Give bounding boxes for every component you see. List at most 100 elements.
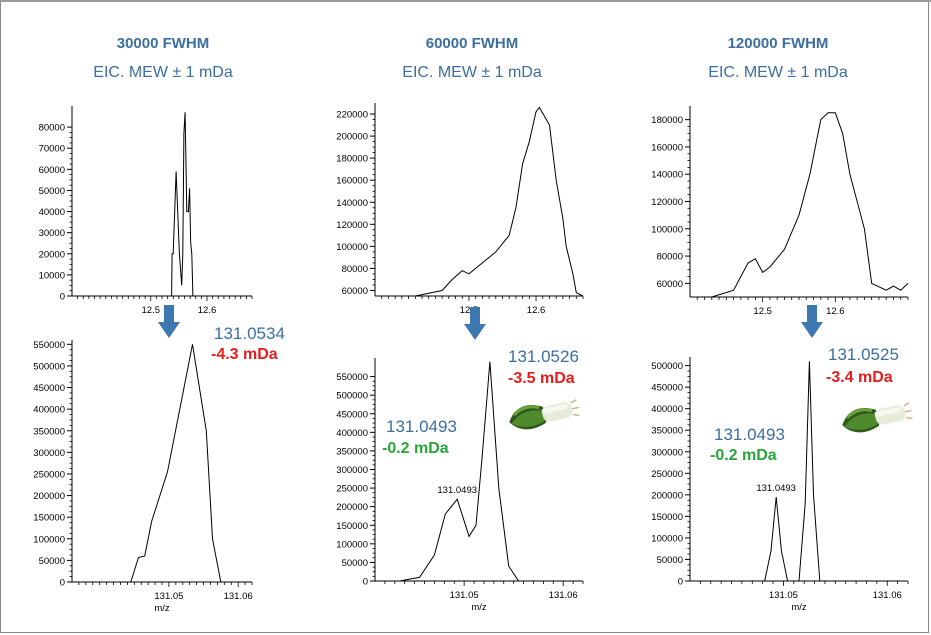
y-tick-label: 60000 [342, 286, 368, 297]
y-tick-label: 180000 [651, 115, 683, 126]
top-border [0, 0, 931, 2]
y-tick-label: 10000 [39, 270, 65, 281]
y-tick-label: 250000 [651, 469, 683, 480]
y-tick-label: 20000 [39, 249, 65, 260]
x-tick-label: 131.06 [549, 590, 578, 601]
y-tick-label: 100000 [33, 534, 65, 545]
mass-label-main-3: 131.0525 [828, 345, 899, 364]
series-line [72, 112, 252, 297]
y-tick-label: 0 [60, 578, 65, 589]
y-tick-label: 50000 [342, 558, 368, 569]
y-tick-label: 300000 [33, 448, 65, 459]
y-tick-label: 500000 [33, 361, 65, 372]
y-tick-label: 70000 [39, 144, 65, 155]
y-tick-label: 450000 [33, 383, 65, 394]
x-tick-label: 12.6 [527, 305, 546, 316]
leek-icon [842, 402, 913, 433]
y-tick-label: 160000 [336, 176, 368, 187]
y-tick-label: 150000 [651, 512, 683, 523]
y-tick-label: 250000 [336, 484, 368, 495]
x-tick-label: 12.5 [753, 306, 772, 317]
mass-error-second-2: -0.2 mDa [382, 440, 449, 457]
y-tick-label: 180000 [336, 154, 368, 165]
y-tick-label: 0 [363, 577, 368, 588]
y-tick-label: 80000 [39, 123, 65, 134]
y-tick-label: 220000 [336, 110, 368, 121]
y-tick-label: 200000 [336, 502, 368, 513]
x-tick-label: 12.5 [142, 305, 161, 316]
y-tick-label: 500000 [651, 361, 683, 372]
mass-label-second-2: 131.0493 [386, 417, 457, 436]
x-tick-label: 131.06 [224, 591, 253, 602]
y-tick-label: 150000 [336, 521, 368, 532]
y-tick-label: 120000 [651, 197, 683, 208]
mass-label-main-1: 131.0534 [214, 324, 285, 343]
y-tick-label: 140000 [651, 170, 683, 181]
y-tick-label: 160000 [651, 142, 683, 153]
y-tick-label: 120000 [336, 220, 368, 231]
y-tick-label: 200000 [33, 491, 65, 502]
y-tick-label: 60000 [657, 279, 683, 290]
y-tick-label: 50000 [657, 555, 683, 566]
down-arrow-icon [158, 305, 180, 338]
x-axis-label: m/z [154, 603, 170, 614]
series-line [690, 112, 909, 298]
x-axis-label: m/z [791, 602, 807, 613]
down-arrow-icon [801, 305, 823, 338]
y-tick-label: 80000 [342, 264, 368, 275]
y-tick-label: 200000 [651, 490, 683, 501]
y-tick-label: 150000 [33, 513, 65, 524]
x-tick-label: 131.05 [769, 590, 798, 601]
series-line [375, 106, 584, 297]
x-axis-label: m/z [471, 602, 487, 613]
y-tick-label: 550000 [336, 372, 368, 383]
y-tick-label: 100000 [651, 533, 683, 544]
peak-label: 131.0493 [437, 485, 477, 496]
x-tick-label: 12.6 [826, 306, 845, 317]
panel-title-2: 60000 FWHM [425, 35, 519, 52]
panel-subtitle-1: EIC. MEW ± 1 mDa [93, 64, 233, 81]
x-tick-label: 12.6 [198, 305, 217, 316]
y-tick-label: 0 [60, 292, 65, 303]
y-tick-label: 350000 [336, 446, 368, 457]
y-tick-label: 100000 [336, 242, 368, 253]
x-tick-label: 131.05 [154, 591, 183, 602]
y-tick-label: 60000 [39, 165, 65, 176]
down-arrow-icon [464, 307, 486, 340]
panel-title-3: 120000 FWHM [727, 35, 829, 52]
x-tick-label: 12.5 [460, 305, 479, 316]
series-line [690, 361, 908, 582]
y-tick-label: 300000 [336, 465, 368, 476]
y-tick-label: 0 [678, 577, 683, 588]
mass-label-main-2: 131.0526 [508, 347, 579, 366]
y-tick-label: 400000 [33, 405, 65, 416]
y-tick-label: 50000 [39, 556, 65, 567]
series-line [375, 361, 583, 582]
mass-error-main-2: -3.5 mDa [508, 370, 575, 387]
y-tick-label: 250000 [33, 469, 65, 480]
x-tick-label: 131.06 [873, 590, 902, 601]
y-tick-label: 30000 [39, 228, 65, 239]
y-tick-label: 450000 [336, 409, 368, 420]
y-tick-label: 100000 [336, 539, 368, 550]
mass-label-second-3: 131.0493 [714, 425, 785, 444]
y-tick-label: 500000 [336, 391, 368, 402]
y-tick-label: 350000 [33, 426, 65, 437]
series-line [72, 344, 252, 583]
mass-error-main-1: -4.3 mDa [211, 346, 278, 363]
y-tick-label: 400000 [651, 404, 683, 415]
mass-error-main-3: -3.4 mDa [826, 369, 893, 386]
y-tick-label: 100000 [651, 224, 683, 235]
mass-error-second-3: -0.2 mDa [710, 447, 777, 464]
y-tick-label: 50000 [39, 186, 65, 197]
panel-subtitle-3: EIC. MEW ± 1 mDa [708, 64, 848, 81]
y-tick-label: 350000 [651, 426, 683, 437]
y-tick-label: 400000 [336, 428, 368, 439]
panel-subtitle-2: EIC. MEW ± 1 mDa [402, 64, 542, 81]
y-tick-label: 200000 [336, 132, 368, 143]
y-tick-label: 140000 [336, 198, 368, 209]
y-tick-label: 80000 [657, 252, 683, 263]
y-tick-label: 40000 [39, 207, 65, 218]
